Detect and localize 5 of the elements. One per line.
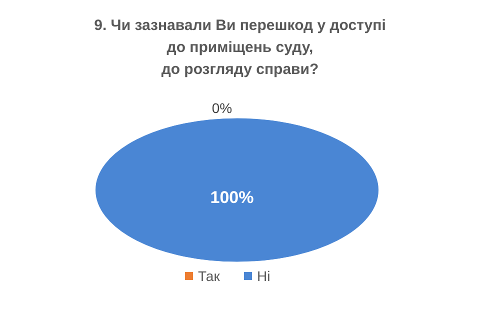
chart-title: 9. Чи зазнавали Ви перешкод у доступі до приміщень суду, до розгляду справи? [94, 17, 386, 78]
legend-label: Так [198, 268, 221, 284]
data-label: 100% [210, 188, 254, 207]
legend-label: Ні [257, 268, 270, 284]
text: 0% [212, 100, 232, 116]
